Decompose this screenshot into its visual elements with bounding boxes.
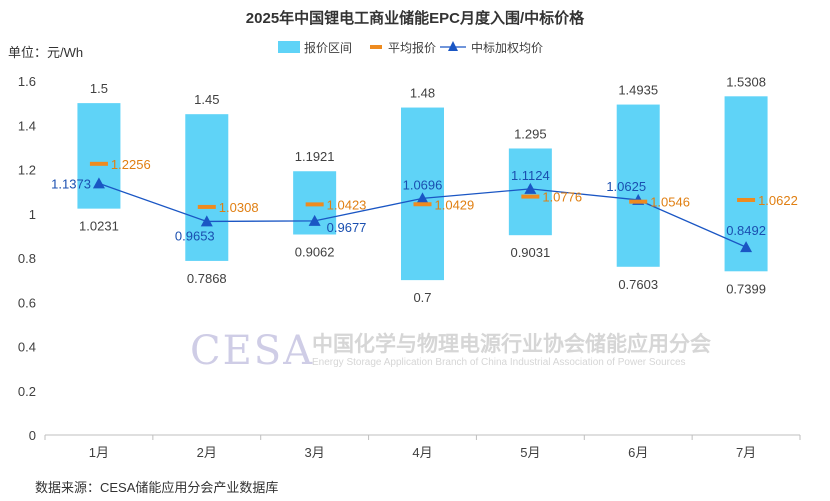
watermark-cn: 中国化学与物理电源行业协会储能应用分会 [312, 332, 711, 356]
range-high-label: 1.45 [194, 92, 219, 107]
avg-label: 1.0622 [758, 193, 798, 208]
legend-range-swatch [278, 41, 300, 53]
x-tick-label: 5月 [520, 445, 540, 460]
avg-markers [89, 161, 756, 209]
y-tick-label: 0.2 [18, 384, 36, 399]
weighted-marker [524, 182, 537, 194]
chart-title: 2025年中国锂电工商业储能EPC月度入围/中标价格 [246, 9, 585, 27]
avg-label: 1.0546 [650, 195, 690, 210]
avg-marker [197, 204, 216, 209]
range-low-label: 0.7868 [187, 271, 227, 286]
range-high-label: 1.48 [410, 86, 435, 101]
range-low-label: 0.7 [413, 290, 431, 305]
avg-marker [521, 194, 540, 199]
range-high-label: 1.1921 [295, 149, 335, 164]
x-tick-label: 6月 [628, 445, 648, 460]
avg-marker [737, 197, 756, 202]
range-low-label: 0.7399 [726, 281, 766, 296]
avg-marker [305, 202, 324, 207]
weighted-label: 1.1124 [511, 168, 550, 183]
range-high-label: 1.5 [90, 81, 108, 96]
avg-label: 1.0429 [435, 197, 475, 212]
watermark-en: Energy Storage Application Branch of Chi… [312, 357, 686, 368]
watermark-logo: CESA [190, 328, 314, 374]
range-bar [185, 114, 229, 261]
y-tick-label: 1 [29, 207, 36, 222]
range-bars [77, 96, 768, 281]
legend-weighted-marker [448, 41, 458, 51]
range-bar [616, 104, 660, 267]
y-tick-label: 0.8 [18, 251, 36, 266]
range-low-label: 0.9062 [295, 245, 335, 260]
range-low-label: 0.9031 [510, 245, 550, 260]
x-tick-label: 3月 [305, 445, 325, 460]
legend: 报价区间 平均报价 中标加权均价 [278, 40, 543, 55]
x-tick-label: 2月 [197, 445, 217, 460]
weighted-marker [308, 214, 321, 226]
x-tick-label: 7月 [736, 445, 756, 460]
weighted-marker [92, 177, 105, 189]
range-low-label: 1.0231 [79, 219, 119, 234]
avg-marker [629, 199, 648, 204]
y-tick-label: 1.2 [18, 163, 36, 178]
source-note: 数据来源：CESA储能应用分会产业数据库 [35, 480, 278, 495]
y-tick-label: 0 [29, 428, 36, 443]
avg-label: 1.2256 [111, 157, 151, 172]
weighted-label: 0.9653 [175, 228, 215, 243]
legend-weighted-label: 中标加权均价 [471, 40, 543, 55]
avg-marker [89, 161, 108, 166]
weighted-marker [416, 192, 429, 204]
avg-label: 1.0308 [219, 200, 259, 215]
weighted-marker [200, 215, 213, 227]
legend-range-label: 报价区间 [304, 40, 352, 55]
x-axis: 1月 2月 3月 4月 5月 6月 7月 [44, 434, 801, 460]
range-bar [77, 103, 121, 209]
data-labels: 1.5 1.0231 1.45 0.7868 1.1921 0.9062 1.48 0.7 1.… [51, 74, 798, 305]
range-high-label: 1.5308 [726, 74, 766, 89]
x-tick-label: 1月 [89, 445, 109, 460]
x-tick-label: 4月 [412, 445, 432, 460]
avg-label: 1.0776 [542, 190, 582, 205]
weighted-label: 1.0625 [606, 179, 646, 194]
weighted-marker [740, 241, 753, 253]
legend-avg-swatch [370, 45, 382, 49]
watermark: CESA 中国化学与物理电源行业协会储能应用分会 Energy Storage … [190, 328, 711, 374]
weighted-label: 1.1373 [51, 176, 91, 191]
avg-label: 1.0423 [327, 197, 367, 212]
unit-label: 单位：元/Wh [8, 45, 83, 60]
y-axis: 0 0.2 0.4 0.6 0.8 1 1.2 1.4 1.6 [18, 74, 36, 443]
y-tick-label: 1.4 [18, 118, 36, 133]
legend-avg-label: 平均报价 [388, 40, 436, 55]
y-tick-label: 0.4 [18, 340, 36, 355]
y-tick-label: 0.6 [18, 295, 36, 310]
range-high-label: 1.295 [514, 126, 547, 141]
weighted-label: 1.0696 [403, 177, 443, 192]
range-low-label: 0.7603 [618, 277, 658, 292]
weighted-label: 0.9677 [327, 220, 367, 235]
weighted-label: 0.8492 [726, 223, 766, 238]
range-high-label: 1.4935 [618, 83, 658, 98]
avg-marker [413, 202, 432, 207]
y-tick-label: 1.6 [18, 74, 36, 89]
